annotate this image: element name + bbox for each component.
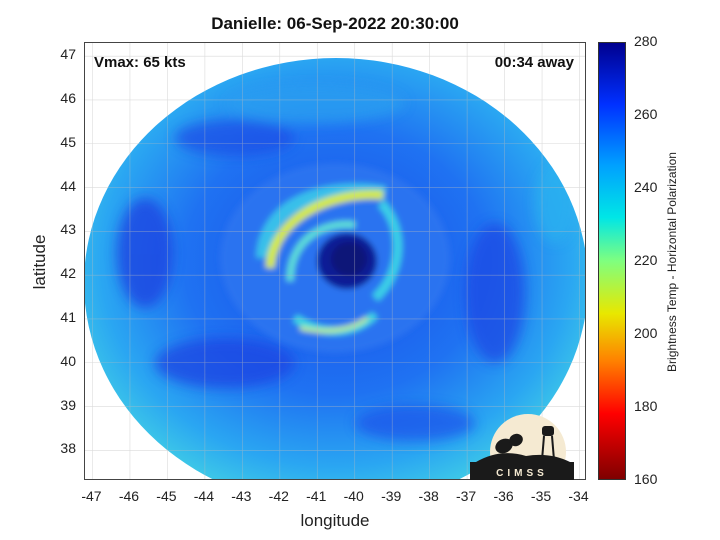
colorbar-tick-label: 180 — [634, 398, 658, 414]
x-tick-label: -45 — [156, 488, 177, 504]
y-tick-label: 42 — [60, 265, 76, 282]
x-tick-label: -46 — [118, 488, 140, 504]
colorbar-label: Brightness Temp - Horizontal Polarizatio… — [665, 152, 679, 372]
y-tick-label: 45 — [60, 133, 76, 150]
x-tick-label: -40 — [343, 488, 364, 504]
y-axis-label: latitude — [30, 234, 49, 290]
brightness-temp-map — [85, 43, 585, 479]
time-away-annotation: 00:34 away — [494, 54, 574, 71]
cimss-logo: CIMSS — [470, 412, 574, 490]
x-tick-label: -41 — [306, 488, 327, 504]
x-tick-label: -38 — [418, 488, 439, 504]
x-tick-label: -44 — [193, 488, 214, 504]
x-tick-label: -42 — [268, 488, 289, 504]
y-tick-label: 41 — [60, 308, 76, 325]
y-tick-label: 44 — [60, 177, 76, 194]
colorbar-tick-label: 220 — [634, 252, 658, 268]
x-tick-label: -36 — [493, 488, 514, 504]
logo-text: CIMSS — [496, 468, 548, 479]
x-tick-label: -43 — [231, 488, 252, 504]
grid-lines — [85, 43, 585, 479]
colorbar-tick-label: 260 — [634, 106, 658, 122]
plot-area — [84, 42, 586, 480]
y-tick-label: 47 — [60, 46, 76, 63]
colorbar-tick-label: 240 — [634, 179, 658, 195]
y-tick-label: 43 — [60, 221, 76, 238]
colorbar-tick-label: 280 — [634, 33, 658, 49]
y-tick-label: 46 — [60, 89, 76, 106]
x-tick-label: -47 — [81, 488, 102, 504]
vmax-annotation: Vmax: 65 kts — [94, 54, 186, 71]
x-tick-label: -35 — [530, 488, 552, 504]
map-title: Danielle: 06-Sep-2022 20:30:00 — [211, 14, 459, 33]
colorbar-tick-label: 160 — [634, 471, 658, 487]
y-tick-label: 38 — [60, 440, 76, 457]
y-tick-label: 40 — [60, 352, 76, 369]
colorbar-tick-label: 200 — [634, 325, 658, 341]
x-axis-label: longitude — [300, 511, 370, 530]
colorbar — [598, 42, 626, 480]
x-tick-label: -37 — [455, 488, 477, 504]
x-tick-label: -39 — [381, 488, 402, 504]
y-tick-label: 39 — [60, 396, 76, 413]
x-tick-label: -34 — [568, 488, 589, 504]
